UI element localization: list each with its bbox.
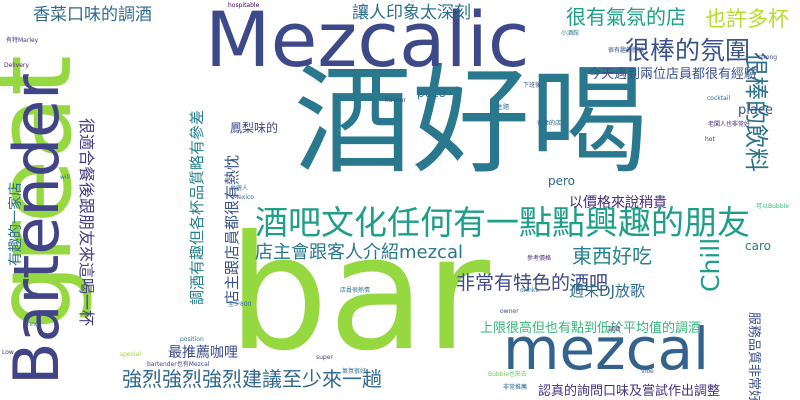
word-highly-recommend: 非常推薦 <box>503 384 528 391</box>
word-poco: poco <box>417 86 446 100</box>
word-careful-asking: 認真的詢問口味及嘗試作出調整 <box>538 384 721 399</box>
word-coriander-cocktail: 香菜口味的調酒 <box>33 5 152 25</box>
word-hospitable: hospitable <box>228 2 260 9</box>
word-tasty-food: 東西好吃 <box>572 244 652 268</box>
word-position: position <box>180 336 204 343</box>
word-cocktail-quality: 調酒有趣但各杯品質略有參差 <box>188 109 206 305</box>
word-small-bar: 小酒館 <box>561 30 580 37</box>
word-kind: kind <box>26 321 39 328</box>
word-theme: 主題 <box>497 104 510 111</box>
word-nice-atmosphere: 氣氛很好 <box>342 368 367 375</box>
word-mexico: Mexico <box>233 194 254 201</box>
word-owner-introduces: 店主會跟客人介紹mezcal <box>255 242 463 263</box>
word-experienced-staff: 今天遇到兩位店員都很有經驗 <box>588 67 758 82</box>
word-a-bit-pricey: 以價格來說稍貴 <box>569 195 667 211</box>
word-flavour: flavour <box>385 97 406 104</box>
word-fun-experience: 很有趣的體驗 <box>608 47 645 54</box>
word-bubble-go: Bubble也來去 <box>488 371 527 378</box>
word-jiu-hao-he: 酒好喝 <box>294 52 649 190</box>
word-great-atmosphere: 很棒的氛圍 <box>625 36 751 65</box>
word-unique-bar: 非常有特色的酒吧 <box>456 272 609 294</box>
word-cocktails: 調酒 <box>608 326 621 333</box>
word-curry: 最推薦咖哩 <box>168 345 238 361</box>
word-bubble: 可以Bubble <box>756 203 789 210</box>
word-chill: Chill <box>696 237 725 292</box>
word-reference-price: 參考價格 <box>527 255 552 262</box>
word-at-least-800: 至少800 <box>228 301 252 308</box>
word-impressive: 讓人印象太深刻 <box>352 3 471 23</box>
word-strongly-recommend: 強烈強烈強烈建議至少來一趟 <box>122 367 382 391</box>
word-mezcalic: Mezcalic <box>205 0 530 84</box>
word-pineapple: 鳳梨味的 <box>230 121 279 135</box>
word-staff-passion: 店主跟店員都很有熱忱 <box>223 154 241 305</box>
word-strong: strong <box>758 54 778 61</box>
word-caro: caro <box>745 239 771 253</box>
word-nice-owner: 老闆人也非常好 <box>708 121 751 128</box>
word-interesting-shop: 有趣的一家店 <box>8 182 24 266</box>
word-maybe-more-cups: 也許多杯 <box>705 7 789 31</box>
word-super: super <box>316 354 333 361</box>
word-vibe: vibe <box>641 368 654 375</box>
word-enthusiastic-staff: 店員很熱情 <box>340 287 371 294</box>
word-bar-culture: 酒吧文化任何有一點點興趣的朋友 <box>255 203 750 242</box>
word-owner: owner <box>500 308 519 315</box>
word-place: place <box>738 103 773 118</box>
word-taiwanese: 台灣人 <box>230 185 249 192</box>
word-low: Low <box>2 349 14 356</box>
word-special: special <box>120 351 141 358</box>
word-after-dinner: 很適合餐後跟朋友來這喝一杯 <box>77 118 96 327</box>
word-great-shop: 很棒的店 <box>537 120 562 127</box>
word-bartender-mezcal: bartender也有Mezcal <box>147 361 210 368</box>
word-pero: pero <box>548 174 576 188</box>
word-will: will <box>60 174 70 181</box>
word-bar: bar <box>228 202 491 386</box>
word-service-quality: 服務品質非常好 <box>746 312 761 400</box>
word-marley: 有特Marley <box>6 37 39 44</box>
word-cocktail: cocktail <box>707 95 731 102</box>
word-hot: hot <box>705 136 715 143</box>
word-visit: visit <box>26 292 39 299</box>
word-cocktail-range: 上限很高但也有點到低於平均值的調酒 <box>480 321 702 336</box>
word-weekend-dj: 週末DJ放歌 <box>569 282 645 300</box>
word-atmospheric-shop: 很有氣氛的店 <box>566 5 686 29</box>
word-after-work: 下班後 <box>523 82 542 89</box>
word-delivery: Delivery <box>4 62 29 69</box>
word-drinks: drinks <box>520 287 539 294</box>
word-mezcal: mezcal <box>503 315 710 383</box>
